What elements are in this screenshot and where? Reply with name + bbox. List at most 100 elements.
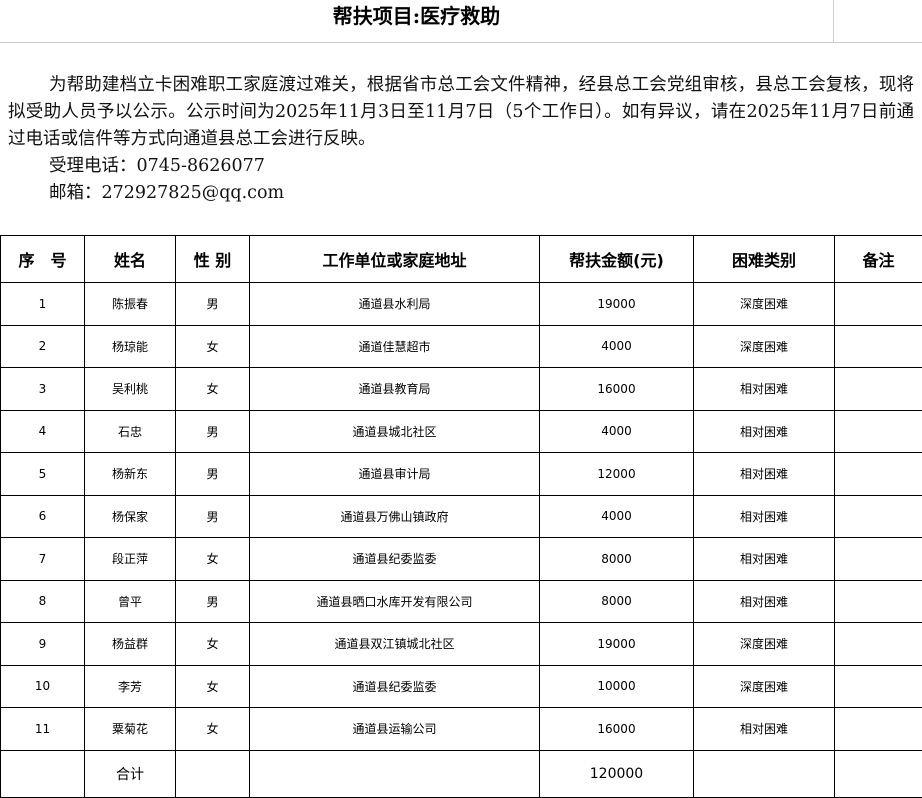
column-header: 姓名 bbox=[85, 236, 176, 283]
table-cell: 9 bbox=[1, 623, 85, 666]
table-cell: 10000 bbox=[540, 665, 694, 708]
table-cell-empty bbox=[835, 580, 922, 623]
table-cell: 10 bbox=[1, 665, 85, 708]
table-cell: 3 bbox=[1, 368, 85, 411]
table-cell-empty bbox=[835, 665, 922, 708]
table-cell: 通道县运输公司 bbox=[250, 708, 540, 751]
table-cell: 石忠 bbox=[85, 410, 176, 453]
title-row: 帮扶项目:医疗救助 bbox=[0, 0, 922, 43]
table-cell: 8000 bbox=[540, 538, 694, 581]
header-row: 序 号姓名性 别工作单位或家庭地址帮扶金额(元)困难类别备注 bbox=[1, 236, 922, 283]
total-row: 合计 120000 bbox=[1, 750, 922, 797]
table-cell: 8 bbox=[1, 580, 85, 623]
table-cell: 粟菊花 bbox=[85, 708, 176, 751]
table-cell: 4000 bbox=[540, 495, 694, 538]
table-cell: 女 bbox=[176, 623, 250, 666]
notice-paragraph: 为帮助建档立卡困难职工家庭渡过难关，根据省市总工会文件精神，经县总工会党组审核，… bbox=[8, 72, 914, 153]
table-cell-empty bbox=[835, 410, 922, 453]
column-header: 工作单位或家庭地址 bbox=[250, 236, 540, 283]
total-amount: 120000 bbox=[540, 750, 694, 797]
table-cell: 相对困难 bbox=[694, 410, 835, 453]
table-cell-empty bbox=[835, 495, 922, 538]
table-cell: 12000 bbox=[540, 453, 694, 496]
table-cell: 相对困难 bbox=[694, 580, 835, 623]
table-cell: 通道县万佛山镇政府 bbox=[250, 495, 540, 538]
table-cell-empty bbox=[835, 538, 922, 581]
table-cell: 11 bbox=[1, 708, 85, 751]
table-cell: 深度困难 bbox=[694, 325, 835, 368]
table-cell: 5 bbox=[1, 453, 85, 496]
total-label: 合计 bbox=[85, 750, 176, 797]
table-cell: 男 bbox=[176, 495, 250, 538]
table-cell-empty bbox=[835, 283, 922, 326]
column-header: 性 别 bbox=[176, 236, 250, 283]
table-cell: 19000 bbox=[540, 283, 694, 326]
table-cell: 男 bbox=[176, 410, 250, 453]
table-cell: 相对困难 bbox=[694, 453, 835, 496]
table-cell: 深度困难 bbox=[694, 665, 835, 708]
phone: 受理电话：0745-8626077 bbox=[0, 153, 922, 180]
column-header: 序 号 bbox=[1, 236, 85, 283]
column-header: 帮扶金额(元) bbox=[540, 236, 694, 283]
table-cell-empty bbox=[835, 368, 922, 411]
notice: 为帮助建档立卡困难职工家庭渡过难关，根据省市总工会文件精神，经县总工会党组审核，… bbox=[0, 43, 922, 235]
table-cell: 通道县纪委监委 bbox=[250, 538, 540, 581]
table-cell: 4000 bbox=[540, 410, 694, 453]
table-cell: 16000 bbox=[540, 708, 694, 751]
table-cell: 吴利桃 bbox=[85, 368, 176, 411]
table-cell: 杨新东 bbox=[85, 453, 176, 496]
table-cell: 通道县教育局 bbox=[250, 368, 540, 411]
table-cell-empty bbox=[1, 750, 85, 797]
table-cell: 通道县纪委监委 bbox=[250, 665, 540, 708]
table-cell: 深度困难 bbox=[694, 283, 835, 326]
column-header: 困难类别 bbox=[694, 236, 835, 283]
table-cell: 相对困难 bbox=[694, 495, 835, 538]
column-header: 备注 bbox=[835, 236, 922, 283]
table-cell: 女 bbox=[176, 538, 250, 581]
table-cell: 2 bbox=[1, 325, 85, 368]
table-cell: 通道县水利局 bbox=[250, 283, 540, 326]
table-cell-empty bbox=[835, 453, 922, 496]
table-cell: 杨琼能 bbox=[85, 325, 176, 368]
table-cell: 相对困难 bbox=[694, 708, 835, 751]
table-cell: 通道县审计局 bbox=[250, 453, 540, 496]
table-cell-empty bbox=[250, 750, 540, 797]
table-cell-empty bbox=[835, 325, 922, 368]
table-cell: 8000 bbox=[540, 580, 694, 623]
table-cell: 16000 bbox=[540, 368, 694, 411]
table-cell: 曾平 bbox=[85, 580, 176, 623]
table-cell-empty bbox=[694, 750, 835, 797]
table-cell: 1 bbox=[1, 283, 85, 326]
table-cell: 女 bbox=[176, 708, 250, 751]
table-cell: 李芳 bbox=[85, 665, 176, 708]
table-cell: 4000 bbox=[540, 325, 694, 368]
table-cell: 女 bbox=[176, 665, 250, 708]
table-cell-empty bbox=[176, 750, 250, 797]
table-cell: 男 bbox=[176, 580, 250, 623]
table-cell-empty bbox=[835, 708, 922, 751]
table-cell: 7 bbox=[1, 538, 85, 581]
table-cell: 通道县晒口水库开发有限公司 bbox=[250, 580, 540, 623]
table-cell-empty bbox=[835, 623, 922, 666]
table-cell: 通道县城北社区 bbox=[250, 410, 540, 453]
email: 邮箱：272927825@qq.com bbox=[0, 180, 922, 207]
table-cell: 通道佳慧超市 bbox=[250, 325, 540, 368]
table-cell: 19000 bbox=[540, 623, 694, 666]
table-cell: 女 bbox=[176, 325, 250, 368]
table-cell: 陈振春 bbox=[85, 283, 176, 326]
table-cell: 相对困难 bbox=[694, 368, 835, 411]
